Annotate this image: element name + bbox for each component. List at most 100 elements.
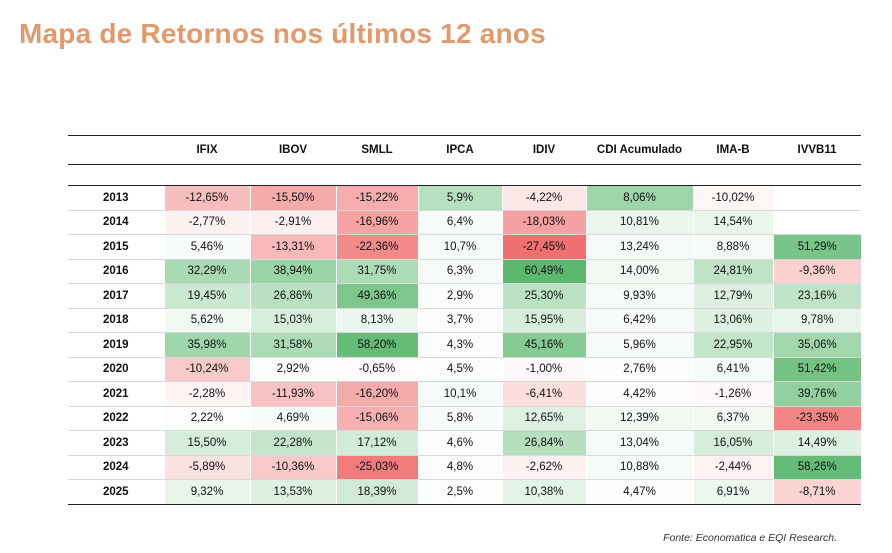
return-cell — [772, 185, 861, 211]
return-cell: 26,84% — [501, 430, 586, 456]
return-cell: -0,65% — [335, 357, 418, 382]
column-header: IPCA — [418, 135, 502, 165]
return-cell: 5,9% — [417, 185, 502, 211]
returns-heatmap-table: IFIX IBOV SMLL IPCA IDIV CDI Acumulado I… — [68, 135, 861, 505]
return-cell: -13,31% — [249, 234, 336, 260]
return-cell: 35,98% — [163, 332, 250, 358]
column-header: SMLL — [336, 135, 418, 165]
return-cell: 4,42% — [585, 381, 693, 407]
return-cell: -4,22% — [501, 185, 586, 211]
return-cell: 13,53% — [249, 479, 336, 505]
return-cell: 17,12% — [335, 430, 418, 456]
return-cell: -18,03% — [501, 210, 586, 235]
return-cell: -10,24% — [163, 357, 250, 382]
return-cell: 12,79% — [692, 283, 773, 309]
return-cell: 13,04% — [585, 430, 693, 456]
return-cell: -6,41% — [501, 381, 586, 407]
return-cell: 19,45% — [163, 283, 250, 309]
return-cell: 2,22% — [163, 406, 250, 431]
return-cell: 8,06% — [585, 185, 693, 211]
table-row: 2017 19,45% 26,86% 49,36% 2,9% 25,30% 9,93% 12,… — [68, 283, 861, 309]
return-cell: 5,46% — [163, 234, 250, 260]
return-cell: 10,7% — [417, 234, 502, 260]
return-cell: 18,39% — [335, 479, 418, 505]
table-row: 2013 -12,65% -15,50% -15,22% 5,9% -4,22% 8,06%… — [68, 185, 861, 211]
return-cell: 6,4% — [417, 210, 502, 235]
year-label: 2025 — [68, 479, 164, 505]
return-cell: 15,03% — [249, 308, 336, 333]
return-cell: 13,24% — [585, 234, 693, 260]
table-row: 2015 5,46% -13,31% -22,36% 10,7% -27,45% 13,24… — [68, 234, 861, 260]
return-cell: 10,81% — [585, 210, 693, 235]
year-label: 2015 — [68, 234, 164, 260]
return-cell: 6,41% — [692, 357, 773, 382]
year-label: 2017 — [68, 283, 164, 309]
return-cell: -27,45% — [501, 234, 586, 260]
table-row: 2024 -5,89% -10,36% -25,03% 4,8% -2,62% 10,88%… — [68, 455, 861, 480]
column-header: IVVB11 — [773, 135, 861, 165]
return-cell: 9,32% — [163, 479, 250, 505]
column-header: IDIV — [502, 135, 586, 165]
return-cell: 5,96% — [585, 332, 693, 358]
return-cell — [772, 210, 861, 235]
year-label: 2018 — [68, 308, 164, 333]
year-label: 2014 — [68, 210, 164, 235]
return-cell: 10,38% — [501, 479, 586, 505]
return-cell: 6,91% — [692, 479, 773, 505]
year-label: 2021 — [68, 381, 164, 407]
page-title: Mapa de Retornos nos últimos 12 anos — [19, 18, 546, 49]
return-cell: -2,62% — [501, 455, 586, 480]
return-cell: 22,95% — [692, 332, 773, 358]
year-label: 2013 — [68, 185, 164, 211]
spacer-row — [68, 164, 861, 186]
column-header: IFIX — [164, 135, 250, 165]
return-cell: -1,00% — [501, 357, 586, 382]
return-cell: 8,88% — [692, 234, 773, 260]
return-cell: -2,44% — [692, 455, 773, 480]
column-header: CDI Acumulado — [586, 135, 693, 165]
return-cell: 58,26% — [772, 455, 861, 480]
return-cell: -16,96% — [335, 210, 418, 235]
return-cell: 4,6% — [417, 430, 502, 456]
return-cell: 15,95% — [501, 308, 586, 333]
return-cell: 9,78% — [772, 308, 861, 333]
return-cell: -15,22% — [335, 185, 418, 211]
return-cell: -5,89% — [163, 455, 250, 480]
return-cell: 8,13% — [335, 308, 418, 333]
return-cell: 6,42% — [585, 308, 693, 333]
return-cell: 22,28% — [249, 430, 336, 456]
return-cell: 6,37% — [692, 406, 773, 431]
table-row: 2022 2,22% 4,69% -15,06% 5,8% 12,65% 12,39% 6,3… — [68, 406, 861, 431]
year-label: 2022 — [68, 406, 164, 431]
return-cell: 32,29% — [163, 259, 250, 284]
return-cell: 15,50% — [163, 430, 250, 456]
return-cell: 5,62% — [163, 308, 250, 333]
return-cell: -15,50% — [249, 185, 336, 211]
header-corner — [68, 135, 164, 165]
return-cell: 31,75% — [335, 259, 418, 284]
return-cell: 13,06% — [692, 308, 773, 333]
return-cell: 24,81% — [692, 259, 773, 284]
table-row: 2023 15,50% 22,28% 17,12% 4,6% 26,84% 13,04% 16… — [68, 430, 861, 456]
table-row: 2020 -10,24% 2,92% -0,65% 4,5% -1,00% 2,76% 6,4… — [68, 357, 861, 382]
return-cell: 14,49% — [772, 430, 861, 456]
return-cell: 4,69% — [249, 406, 336, 431]
header-row: IFIX IBOV SMLL IPCA IDIV CDI Acumulado I… — [68, 135, 861, 165]
return-cell: 4,47% — [585, 479, 693, 505]
return-cell: -16,20% — [335, 381, 418, 407]
table-row: 2021 -2,28% -11,93% -16,20% 10,1% -6,41% 4,42%… — [68, 381, 861, 407]
return-cell: -2,91% — [249, 210, 336, 235]
return-cell: 2,92% — [249, 357, 336, 382]
return-cell: 25,30% — [501, 283, 586, 309]
return-cell: -12,65% — [163, 185, 250, 211]
return-cell: 2,5% — [417, 479, 502, 505]
return-cell: -15,06% — [335, 406, 418, 431]
return-cell: 14,54% — [692, 210, 773, 235]
return-cell: 10,88% — [585, 455, 693, 480]
return-cell: 2,76% — [585, 357, 693, 382]
table-row: 2025 9,32% 13,53% 18,39% 2,5% 10,38% 4,47% 6,91… — [68, 479, 861, 505]
return-cell: -22,36% — [335, 234, 418, 260]
source-note: Fonte: Economatica e EQI Research. — [663, 532, 837, 544]
return-cell: -1,26% — [692, 381, 773, 407]
return-cell: 3,7% — [417, 308, 502, 333]
